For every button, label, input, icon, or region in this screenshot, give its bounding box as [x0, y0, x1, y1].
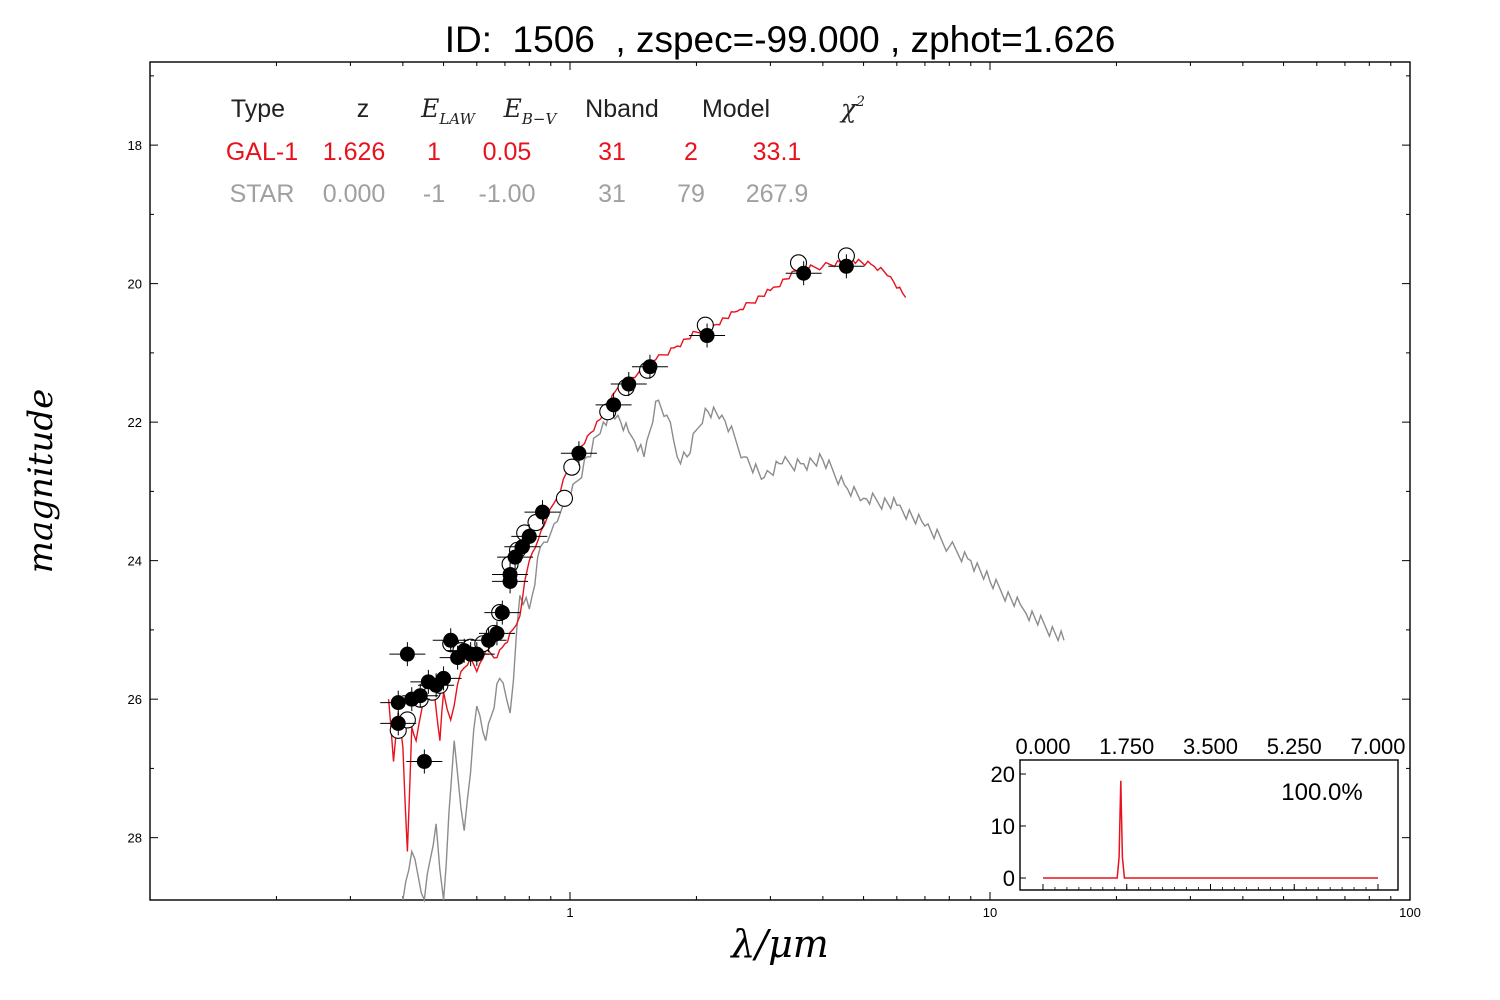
- table-header-subscript: LAW: [438, 110, 476, 128]
- y-tick-label: 24: [128, 554, 142, 569]
- x-tick-label: 10: [983, 905, 997, 920]
- table-cell-star: STAR: [230, 180, 295, 208]
- model-point: [563, 458, 581, 476]
- observed-point: [436, 670, 452, 686]
- inset-pdz-curve: [1043, 780, 1378, 879]
- inset-y-tick-label: 10: [991, 814, 1015, 839]
- observed-point: [606, 397, 622, 413]
- table-cell-gal: 1.626: [323, 138, 386, 166]
- observed-point: [416, 753, 432, 769]
- gal-series: [387, 256, 907, 852]
- inset-y-tick-label: 20: [991, 762, 1015, 787]
- table-cell-gal: 33.1: [753, 138, 802, 166]
- observed-point: [507, 549, 523, 565]
- x-tick-label: 100: [1399, 905, 1421, 920]
- table-cell-gal: GAL-1: [226, 138, 298, 166]
- observed-point: [642, 359, 658, 375]
- observed-point: [494, 605, 510, 621]
- table-cell-gal: 1: [427, 138, 441, 166]
- table-header: Nband: [585, 95, 659, 123]
- star-series: [402, 399, 1065, 903]
- x-axis-label: λ/μm: [729, 922, 829, 966]
- observed-point: [621, 376, 637, 392]
- table-cell-star: 79: [677, 180, 705, 208]
- observed-point: [390, 695, 406, 711]
- table-cell-star: 0.000: [323, 180, 386, 208]
- table-cell-star: -1: [423, 180, 445, 208]
- y-tick-label: 28: [128, 831, 142, 846]
- table-cell-gal: 31: [598, 138, 626, 166]
- table-header: EB−V: [503, 94, 559, 128]
- observed-point: [399, 646, 415, 662]
- y-tick-label: 22: [128, 415, 142, 430]
- gal-spectrum-line: [387, 256, 907, 852]
- table-header: Type: [231, 95, 285, 123]
- y-tick-label: 20: [128, 277, 142, 292]
- table-header-superscript: 2: [855, 94, 865, 110]
- observed-point: [412, 688, 428, 704]
- inset-axes: 0.000 1.750 3.500 5.250 7.000 0 10 20: [991, 734, 1406, 891]
- photometry-points: [380, 247, 865, 774]
- observed-point: [489, 625, 505, 641]
- observed-point: [443, 632, 459, 648]
- model-point: [555, 489, 573, 507]
- fit-results-table: Type z ELAW EB−V Nband Model χ2 GAL-1 1.626 1 0.05…: [226, 94, 865, 208]
- inset-x-tick-label: 5.250: [1267, 734, 1322, 759]
- observed-point: [390, 715, 406, 731]
- inset-x-tick-label: 0.000: [1015, 734, 1070, 759]
- observed-point: [469, 646, 485, 662]
- observed-point: [571, 445, 587, 461]
- inset-y-tick-label: 0: [1003, 866, 1015, 891]
- inset-pdz-line: [1043, 780, 1378, 879]
- inset-x-tick-label: 1.750: [1099, 734, 1154, 759]
- plot-frame: [149, 61, 1411, 901]
- table-header: z: [357, 95, 370, 123]
- x-axis: 1 10 100: [275, 62, 1421, 920]
- observed-point: [838, 258, 854, 274]
- inset-frame: [1019, 759, 1399, 891]
- chart-title: ID: 1506 , zspec=-99.000 , zphot=1.626: [445, 19, 1116, 60]
- star-spectrum-line: [402, 399, 1065, 903]
- table-header: Model: [702, 95, 770, 123]
- table-cell-star: 31: [598, 180, 626, 208]
- table-header: ELAW: [420, 94, 476, 128]
- table-cell-star: -1.00: [479, 180, 536, 208]
- table-cell-gal: 2: [684, 138, 698, 166]
- table-cell-gal: 0.05: [483, 138, 532, 166]
- inset-x-tick-label: 7.000: [1350, 734, 1405, 759]
- observed-point: [502, 566, 518, 582]
- pdz-inset: 0.000 1.750 3.500 5.250 7.000 0 10 20 100.0%: [991, 734, 1406, 891]
- y-tick-label: 26: [128, 692, 142, 707]
- inset-annotation: 100.0%: [1281, 779, 1362, 806]
- table-header: χ2: [839, 94, 865, 123]
- y-axis-label: magnitude: [21, 389, 61, 574]
- table-cell-star: 267.9: [746, 180, 809, 208]
- observed-point: [796, 265, 812, 281]
- observed-point: [699, 328, 715, 344]
- observed-point: [534, 504, 550, 520]
- table-header-subscript: B−V: [521, 110, 559, 128]
- inset-x-tick-label: 3.500: [1183, 734, 1238, 759]
- x-tick-label: 1: [566, 905, 573, 920]
- y-tick-label: 18: [128, 138, 142, 153]
- observed-point: [521, 528, 537, 544]
